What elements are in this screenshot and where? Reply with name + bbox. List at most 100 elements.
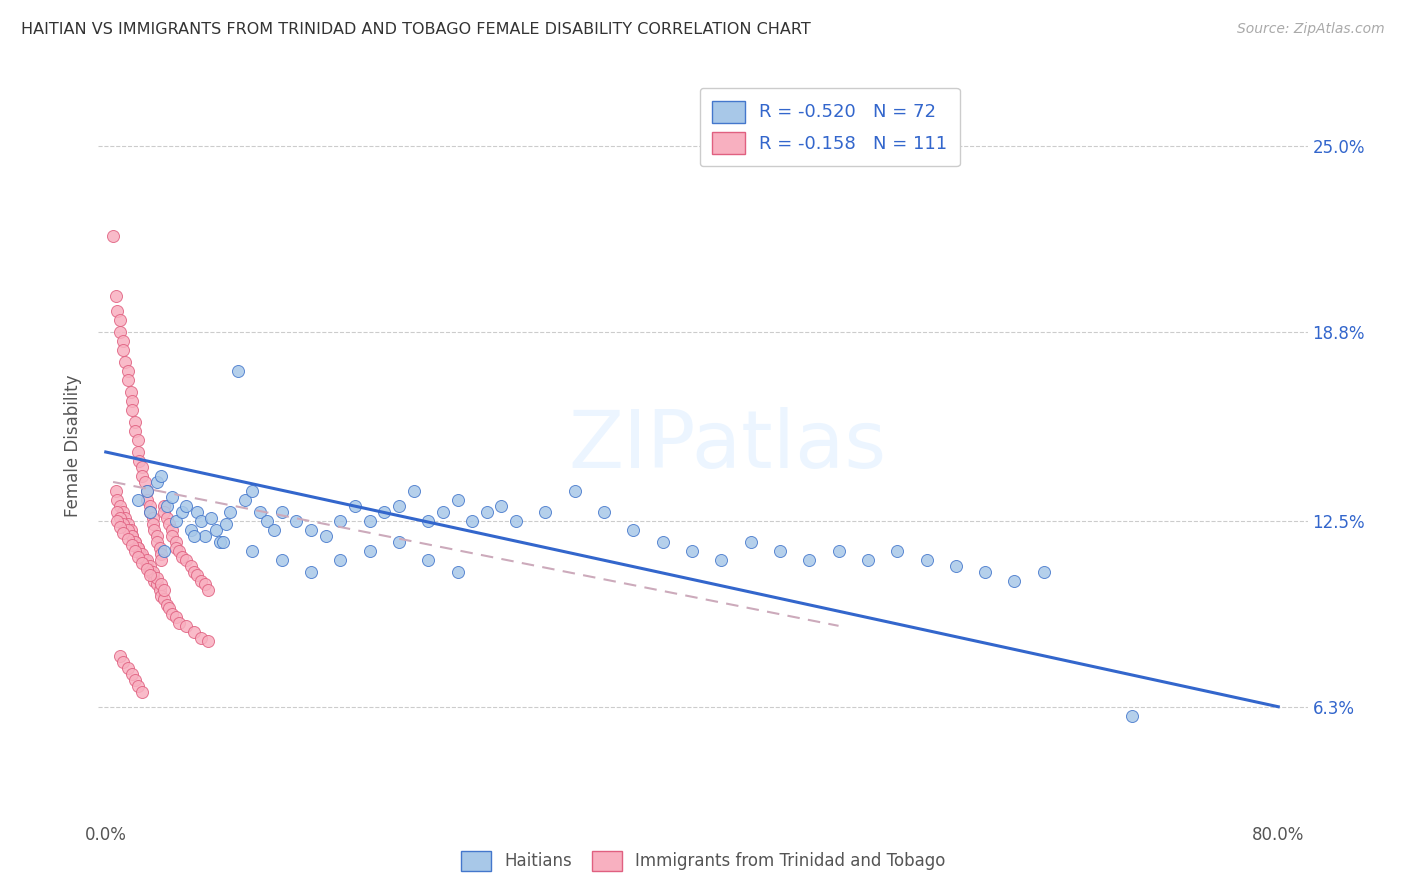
Point [886, 544, 908, 558]
Point [110, 511, 132, 525]
Point [121, 403, 143, 417]
Point [183, 529, 205, 543]
Point [373, 505, 395, 519]
Point [131, 685, 153, 699]
Point [170, 505, 193, 519]
Point [146, 571, 169, 585]
Point [131, 547, 153, 561]
Point [343, 499, 366, 513]
Point [945, 558, 967, 573]
Point [299, 565, 322, 579]
Point [165, 514, 187, 528]
Point [799, 553, 821, 567]
Point [491, 499, 513, 513]
Point [388, 499, 411, 513]
Point [190, 631, 212, 645]
Point [915, 553, 938, 567]
Point [856, 553, 879, 567]
Legend: Haitians, Immigrants from Trinidad and Tobago: Haitians, Immigrants from Trinidad and T… [453, 842, 953, 880]
Point [186, 505, 208, 519]
Point [143, 574, 166, 588]
Y-axis label: Female Disability: Female Disability [65, 375, 83, 517]
Point [176, 619, 198, 633]
Point [121, 529, 143, 543]
Point [112, 655, 135, 669]
Point [124, 673, 146, 687]
Point [564, 483, 586, 498]
Point [127, 492, 149, 507]
Point [117, 516, 139, 531]
Point [183, 624, 205, 639]
Point [127, 541, 149, 555]
Point [505, 514, 527, 528]
Point [240, 544, 263, 558]
Point [142, 516, 165, 531]
Point [621, 523, 644, 537]
Point [138, 505, 160, 519]
Point [153, 591, 176, 606]
Point [299, 523, 322, 537]
Point [153, 544, 176, 558]
Point [131, 460, 153, 475]
Point [194, 529, 217, 543]
Point [769, 544, 792, 558]
Point [315, 529, 337, 543]
Point [110, 313, 132, 327]
Point [150, 469, 173, 483]
Point [135, 483, 157, 498]
Point [149, 541, 172, 555]
Point [418, 514, 440, 528]
Point [146, 529, 169, 543]
Point [121, 529, 143, 543]
Point [160, 607, 183, 621]
Point [153, 499, 176, 513]
Point [124, 535, 146, 549]
Point [170, 549, 193, 564]
Point [285, 514, 308, 528]
Point [127, 549, 149, 564]
Point [110, 325, 132, 339]
Text: Source: ZipAtlas.com: Source: ZipAtlas.com [1237, 22, 1385, 37]
Point [107, 492, 129, 507]
Point [418, 553, 440, 567]
Point [142, 565, 165, 579]
Point [131, 469, 153, 483]
Point [135, 553, 157, 567]
Point [186, 567, 208, 582]
Point [131, 549, 153, 564]
Point [226, 364, 249, 378]
Point [112, 343, 135, 357]
Point [1004, 574, 1026, 588]
Point [114, 355, 136, 369]
Point [402, 483, 425, 498]
Point [143, 523, 166, 537]
Point [176, 553, 198, 567]
Point [124, 544, 146, 558]
Point [534, 505, 557, 519]
Point [146, 535, 169, 549]
Point [127, 433, 149, 447]
Point [150, 547, 173, 561]
Point [180, 523, 202, 537]
Point [117, 532, 139, 546]
Point [112, 525, 135, 540]
Point [146, 577, 169, 591]
Point [167, 615, 190, 630]
Point [134, 475, 156, 489]
Point [128, 544, 150, 558]
Point [142, 511, 165, 525]
Point [124, 424, 146, 438]
Point [127, 541, 149, 555]
Point [165, 535, 187, 549]
Point [160, 523, 183, 537]
Point [270, 505, 292, 519]
Point [135, 483, 157, 498]
Point [138, 558, 160, 573]
Point [157, 516, 180, 531]
Point [209, 535, 232, 549]
Point [117, 523, 139, 537]
Point [142, 567, 165, 582]
Point [165, 610, 187, 624]
Point [107, 514, 129, 528]
Point [183, 565, 205, 579]
